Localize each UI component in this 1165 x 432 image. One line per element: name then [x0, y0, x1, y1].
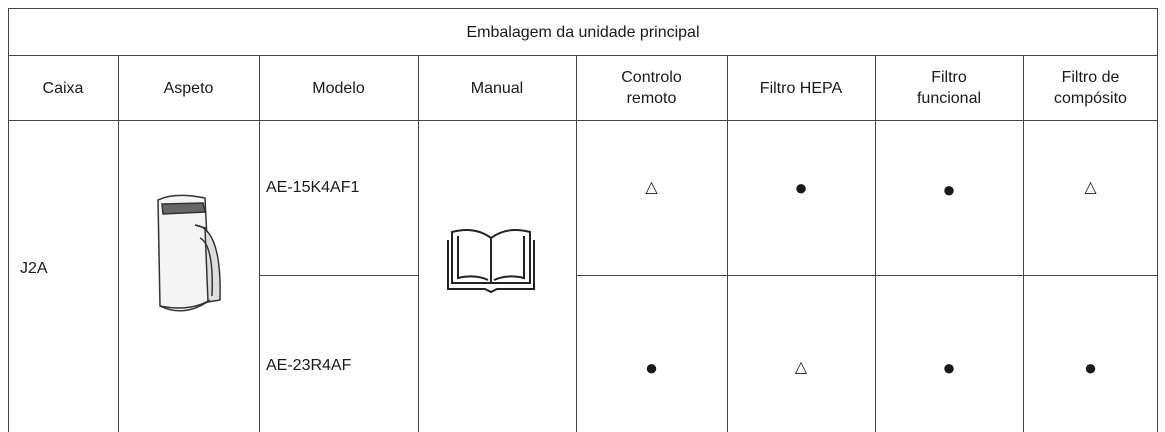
column-header: Controlo remoto	[621, 69, 682, 107]
column-header: Filtro funcional	[916, 69, 982, 107]
column-header: Filtro HEPA	[759, 79, 843, 97]
item-mark: △	[645, 178, 658, 196]
column-header: Caixa	[42, 79, 84, 97]
item-mark: ●	[1083, 354, 1098, 380]
column-header: Manual	[470, 79, 524, 97]
column-header: Modelo	[312, 79, 365, 97]
item-mark: ●	[942, 176, 956, 202]
column-header: Aspeto	[163, 79, 214, 97]
air-purifier-image	[157, 194, 221, 312]
item-mark: ●	[794, 174, 808, 200]
item-mark: △	[1084, 178, 1097, 196]
box-cell: J2A	[20, 259, 48, 277]
item-mark: △	[794, 358, 808, 376]
model-cell: AE-15K4AF1	[266, 178, 360, 196]
model-cell: AE-23R4AF	[266, 356, 352, 374]
column-header: Filtro de compósito	[1054, 69, 1127, 107]
manual-icon	[447, 229, 535, 294]
item-mark: ●	[942, 354, 956, 380]
table-title: Embalagem da unidade principal	[466, 23, 700, 41]
item-mark: ●	[644, 354, 659, 380]
